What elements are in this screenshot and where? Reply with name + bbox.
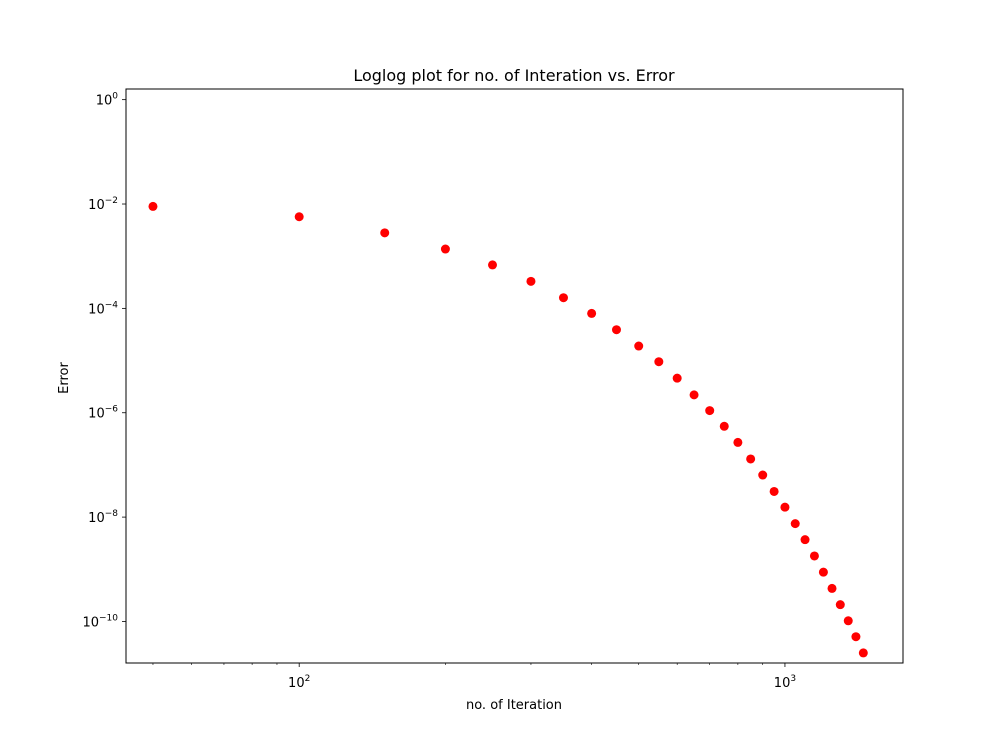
x-tick-label: 103 [774, 674, 796, 691]
data-point [487, 260, 497, 270]
x-axis-label: no. of Iteration [466, 698, 562, 713]
y-tick-label: 10−2 [88, 196, 118, 213]
plot-frame [125, 88, 904, 664]
data-point [294, 212, 304, 222]
data-point [672, 373, 682, 383]
data-point [843, 616, 853, 626]
data-point [526, 276, 536, 286]
y-tick-label: 10−8 [88, 509, 118, 526]
y-tick-label: 10−10 [82, 613, 118, 630]
data-point [148, 201, 158, 211]
y-tick-label: 100 [96, 92, 119, 109]
data-point [719, 421, 729, 431]
data-point [558, 293, 568, 303]
data-point [780, 502, 790, 512]
y-tick-label: 10−4 [88, 300, 118, 317]
data-point [634, 341, 644, 351]
y-axis-label: Error [57, 362, 72, 394]
data-point [380, 228, 390, 238]
data-point [440, 244, 450, 254]
y-tick-label: 10−6 [88, 405, 118, 422]
data-point [705, 406, 715, 416]
data-point [689, 390, 699, 400]
data-point [858, 648, 868, 658]
data-points [148, 201, 868, 658]
data-point [758, 470, 768, 480]
data-point [851, 632, 861, 642]
data-point [587, 308, 597, 318]
data-point [790, 519, 800, 529]
data-point [800, 535, 810, 545]
data-point [746, 454, 756, 464]
data-point [654, 357, 664, 367]
data-point [769, 486, 779, 496]
data-point [733, 437, 743, 447]
chart-title: Loglog plot for no. of Interation vs. Er… [353, 66, 675, 85]
data-point [835, 600, 845, 610]
x-tick-label: 102 [288, 674, 310, 691]
data-point [818, 567, 828, 577]
data-point [809, 551, 819, 561]
major-ticks: 102 103 100 10−2 10−4 10−6 10−8 10−10 [82, 92, 796, 691]
data-point [827, 583, 837, 593]
data-point [611, 325, 621, 335]
